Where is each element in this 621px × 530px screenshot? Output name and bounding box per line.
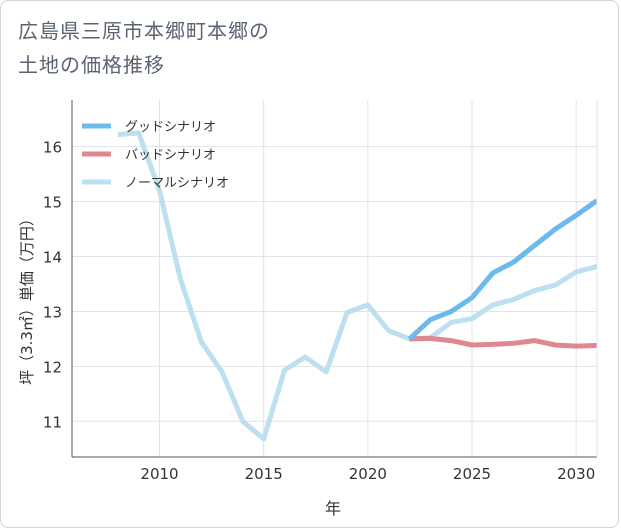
legend-label-2: ノーマルシナリオ <box>125 176 229 191</box>
y-tick-label: 14 <box>43 249 62 267</box>
series-layer <box>117 130 597 442</box>
chart-title: 広島県三原市本郷町本郷の 土地の価格推移 <box>18 14 270 82</box>
chart-title-line-1: 広島県三原市本郷町本郷の <box>18 19 270 43</box>
legend-label-1: バッドシナリオ <box>125 148 216 163</box>
x-axis-label: 年 <box>325 499 341 518</box>
x-tick-label: 2015 <box>245 465 283 483</box>
x-tick-label: 2025 <box>453 465 491 483</box>
axes: 2010 2015 2020 2025 2030 11 12 13 14 15 16 <box>43 100 598 483</box>
y-tick-label: 11 <box>43 413 62 431</box>
y-tick-label: 16 <box>43 139 62 157</box>
chart-title-line-2: 土地の価格推移 <box>18 53 165 77</box>
y-tick-label: 13 <box>43 303 62 321</box>
legend-label-0: グッドシナリオ <box>125 120 216 135</box>
x-tick-label: 2020 <box>349 465 387 483</box>
y-tick-label: 12 <box>43 358 62 376</box>
x-tick-label: 2030 <box>557 465 595 483</box>
grid-lines <box>72 100 597 457</box>
x-tick-label: 2010 <box>140 465 178 483</box>
series-line-0 <box>407 198 597 341</box>
series-line-2 <box>117 130 597 442</box>
y-tick-label: 15 <box>43 194 62 212</box>
y-axis-label: 坪（3.3㎡）単価（万円） <box>18 211 36 385</box>
series-line-1 <box>409 335 597 349</box>
